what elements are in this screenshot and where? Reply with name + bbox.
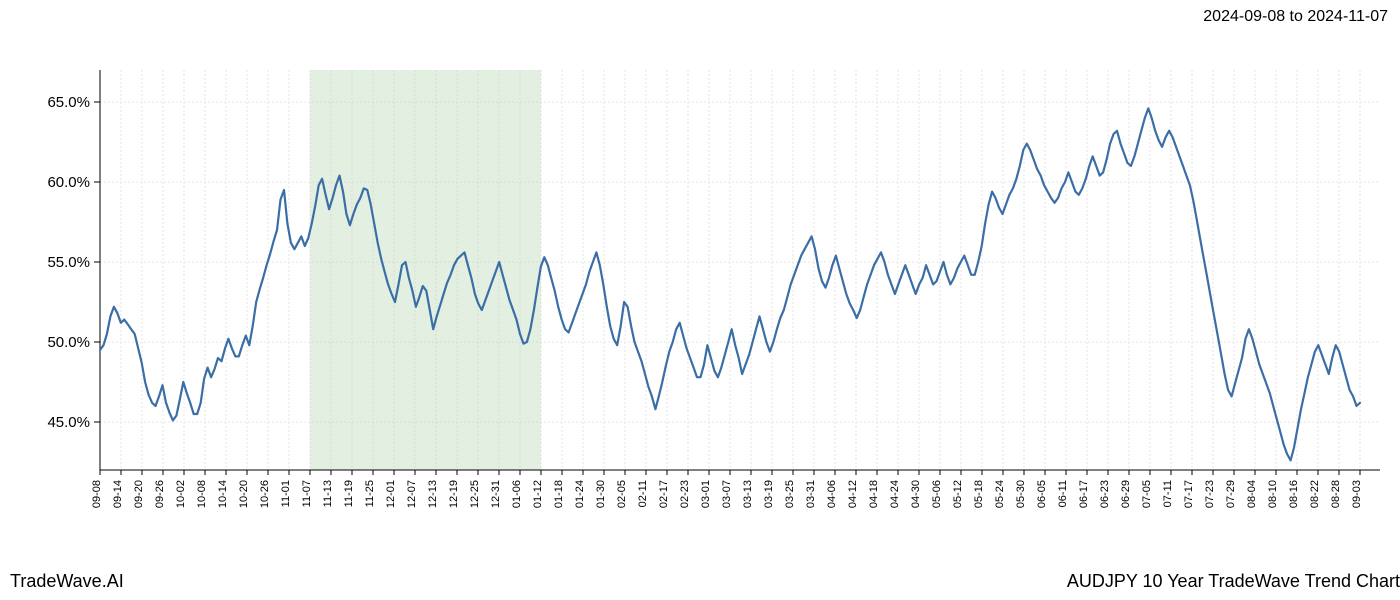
svg-text:01-24: 01-24 [574,480,586,508]
svg-text:07-29: 07-29 [1225,480,1237,508]
svg-text:04-24: 04-24 [889,480,901,508]
svg-text:06-17: 06-17 [1078,480,1090,508]
svg-text:01-30: 01-30 [595,480,607,508]
svg-text:02-11: 02-11 [637,480,649,507]
svg-text:01-18: 01-18 [553,480,565,508]
svg-text:07-23: 07-23 [1204,480,1216,508]
svg-text:11-07: 11-07 [301,480,313,507]
svg-text:06-11: 06-11 [1057,480,1069,507]
svg-text:03-25: 03-25 [784,480,796,508]
svg-text:02-23: 02-23 [679,480,691,508]
svg-text:04-06: 04-06 [826,480,838,508]
svg-text:04-18: 04-18 [868,480,880,508]
svg-text:12-01: 12-01 [385,480,397,508]
svg-text:01-06: 01-06 [511,480,523,508]
svg-text:12-07: 12-07 [406,480,418,508]
svg-text:11-13: 11-13 [322,480,334,507]
svg-text:09-08: 09-08 [91,480,103,508]
svg-text:03-19: 03-19 [763,480,775,508]
svg-text:10-14: 10-14 [217,480,229,508]
svg-text:06-23: 06-23 [1099,480,1111,508]
svg-text:03-31: 03-31 [805,480,817,508]
svg-text:50.0%: 50.0% [47,334,90,351]
svg-text:12-19: 12-19 [448,480,460,508]
svg-text:02-17: 02-17 [658,480,670,508]
svg-text:06-29: 06-29 [1120,480,1132,508]
svg-text:04-30: 04-30 [910,480,922,508]
svg-text:08-16: 08-16 [1288,480,1300,508]
svg-text:05-12: 05-12 [952,480,964,508]
svg-text:55.0%: 55.0% [47,254,90,271]
svg-text:09-26: 09-26 [154,480,166,508]
svg-text:02-05: 02-05 [616,480,628,508]
svg-text:09-20: 09-20 [133,480,145,508]
svg-text:11-25: 11-25 [364,480,376,507]
svg-text:01-12: 01-12 [532,480,544,508]
svg-text:10-20: 10-20 [238,480,250,508]
svg-text:03-01: 03-01 [700,480,712,508]
svg-text:08-28: 08-28 [1330,480,1342,508]
svg-text:07-11: 07-11 [1162,480,1174,507]
svg-text:08-04: 08-04 [1246,480,1258,508]
date-range-label: 2024-09-08 to 2024-11-07 [1203,8,1388,26]
svg-text:03-07: 03-07 [721,480,733,508]
svg-text:11-19: 11-19 [343,480,355,507]
svg-text:08-22: 08-22 [1309,480,1321,508]
svg-text:03-13: 03-13 [742,480,754,508]
svg-text:05-30: 05-30 [1015,480,1027,508]
svg-text:10-02: 10-02 [175,480,187,508]
svg-text:08-10: 08-10 [1267,480,1279,508]
trend-chart: 45.0% 50.0% 55.0% 60.0% 65.0% 09-08 09-14 09-20… [0,50,1400,520]
svg-text:10-26: 10-26 [259,480,271,508]
svg-text:04-12: 04-12 [847,480,859,508]
svg-text:11-01: 11-01 [280,480,292,507]
svg-text:09-03: 09-03 [1351,480,1363,508]
svg-text:06-05: 06-05 [1036,480,1048,508]
chart-container: 45.0% 50.0% 55.0% 60.0% 65.0% 09-08 09-14 09-20… [0,50,1400,520]
svg-text:05-24: 05-24 [994,480,1006,508]
svg-text:07-05: 07-05 [1141,480,1153,508]
svg-text:09-14: 09-14 [112,480,124,508]
svg-text:05-06: 05-06 [931,480,943,508]
svg-text:12-25: 12-25 [469,480,481,508]
svg-text:60.0%: 60.0% [47,174,90,191]
svg-text:10-08: 10-08 [196,480,208,508]
svg-text:45.0%: 45.0% [47,414,90,431]
svg-text:05-18: 05-18 [973,480,985,508]
svg-text:12-31: 12-31 [490,480,502,508]
brand-label: TradeWave.AI [10,571,124,592]
svg-text:65.0%: 65.0% [47,94,90,111]
chart-title: AUDJPY 10 Year TradeWave Trend Chart [1067,571,1400,592]
svg-text:07-17: 07-17 [1183,480,1195,508]
svg-text:12-13: 12-13 [427,480,439,508]
